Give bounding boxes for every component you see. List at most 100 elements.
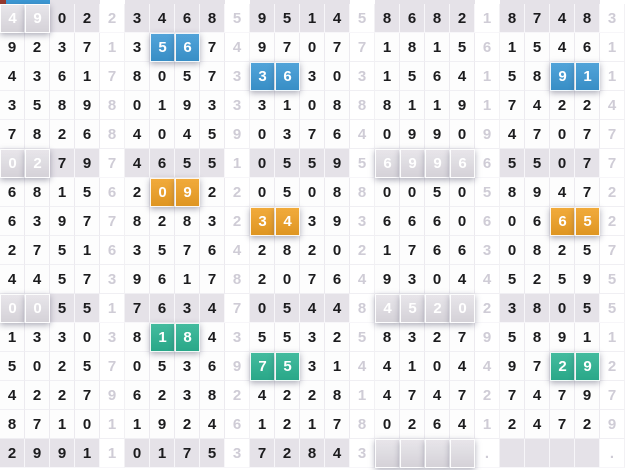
separator-cell: 3: [100, 323, 125, 352]
digit-cell: 1: [125, 410, 150, 439]
digit-cell: 0: [250, 294, 275, 323]
separator-cell: 7: [225, 294, 250, 323]
digit-cell: 5: [275, 4, 300, 33]
digit-cell: 7: [550, 410, 575, 439]
digit-cell: 5: [200, 120, 225, 149]
digit-cell: 5: [275, 149, 300, 178]
digit-cell: 5: [200, 439, 225, 468]
digit-cell: 5: [525, 149, 550, 178]
digit-cell: 4: [375, 352, 400, 381]
digit-cell: 0: [375, 120, 400, 149]
top-edge-cell: [325, 0, 350, 4]
digit-cell: 6: [425, 62, 450, 91]
digit-cell: 0: [375, 410, 400, 439]
digit-cell: 0: [425, 352, 450, 381]
digit-cell: 5: [75, 178, 100, 207]
separator-cell: 5: [350, 323, 375, 352]
separator-cell: 7: [600, 381, 625, 410]
red-cell-fragment: [0, 0, 6, 4]
digit-cell: 1: [375, 62, 400, 91]
digit-cell: 9: [550, 323, 575, 352]
digit-cell: 1: [500, 33, 525, 62]
digit-cell: 9: [125, 265, 150, 294]
digit-cell: 3: [175, 294, 200, 323]
digit-cell: 3: [400, 265, 425, 294]
separator-cell: 1: [475, 410, 500, 439]
digit-cell: 0: [25, 352, 50, 381]
digit-cell: 6: [400, 207, 425, 236]
separator-cell: 2: [475, 381, 500, 410]
digit-cell: 4: [250, 381, 275, 410]
digit-cell: 6: [175, 4, 200, 33]
separator-cell: 1: [600, 62, 625, 91]
digit-cell: 9: [500, 352, 525, 381]
digit-cell: 2: [575, 91, 600, 120]
digit-cell: 0: [150, 62, 175, 91]
highlight-cell: 7: [250, 352, 275, 381]
separator-cell: 2: [350, 236, 375, 265]
highlight-cell: [400, 439, 425, 468]
digit-cell: 7: [175, 439, 200, 468]
digit-cell: 0: [75, 410, 100, 439]
highlight-cell: 0: [150, 178, 175, 207]
digit-cell: 9: [250, 33, 275, 62]
digit-cell: [575, 439, 600, 468]
separator-cell: 1: [475, 91, 500, 120]
digit-cell: 8: [500, 178, 525, 207]
digit-cell: 4: [450, 410, 475, 439]
digit-cell: 4: [525, 410, 550, 439]
digit-cell: 1: [400, 352, 425, 381]
digit-cell: 1: [75, 62, 100, 91]
digit-cell: 4: [300, 294, 325, 323]
digit-cell: 7: [250, 439, 275, 468]
digit-cell: 2: [425, 323, 450, 352]
separator-cell: 1: [475, 62, 500, 91]
digit-cell: 1: [425, 33, 450, 62]
digit-cell: 2: [75, 4, 100, 33]
digit-cell: 2: [0, 439, 25, 468]
digit-cell: 1: [150, 91, 175, 120]
digit-cell: 0: [550, 120, 575, 149]
separator-cell: 4: [475, 265, 500, 294]
digit-cell: 3: [125, 236, 150, 265]
digit-cell: 4: [200, 323, 225, 352]
separator-cell: 1: [100, 294, 125, 323]
digit-cell: 2: [550, 236, 575, 265]
digit-cell: 9: [575, 381, 600, 410]
digit-cell: 4: [550, 33, 575, 62]
digit-cell: 8: [125, 207, 150, 236]
digit-cell: 1: [50, 178, 75, 207]
digit-cell: 9: [325, 207, 350, 236]
digit-cell: [500, 439, 525, 468]
separator-cell: 5: [350, 149, 375, 178]
digit-cell: 7: [200, 33, 225, 62]
separator-cell: 4: [225, 236, 250, 265]
digit-cell: 6: [150, 294, 175, 323]
separator-cell: .: [600, 439, 625, 468]
digit-cell: 7: [75, 381, 100, 410]
top-edge-cell: [600, 0, 625, 4]
separator-cell: 3: [475, 236, 500, 265]
separator-cell: 7: [350, 33, 375, 62]
digit-cell: 9: [325, 149, 350, 178]
digit-cell: 3: [400, 323, 425, 352]
highlight-cell: 2: [550, 352, 575, 381]
separator-cell: 2: [475, 294, 500, 323]
top-edge-cell: [550, 0, 575, 4]
digit-cell: 4: [450, 265, 475, 294]
separator-cell: 2: [225, 207, 250, 236]
separator-cell: 3: [350, 207, 375, 236]
highlight-cell: 8: [175, 323, 200, 352]
highlight-cell: 5: [150, 33, 175, 62]
digit-cell: 0: [250, 149, 275, 178]
digit-cell: 9: [50, 439, 75, 468]
digit-cell: 1: [75, 236, 100, 265]
separator-cell: 7: [600, 236, 625, 265]
digit-cell: 7: [275, 33, 300, 62]
digit-cell: 6: [150, 149, 175, 178]
digit-cell: 2: [25, 33, 50, 62]
digit-cell: 0: [75, 323, 100, 352]
digit-cell: 5: [175, 62, 200, 91]
top-edge-cell: [350, 0, 375, 4]
digit-cell: 4: [550, 4, 575, 33]
